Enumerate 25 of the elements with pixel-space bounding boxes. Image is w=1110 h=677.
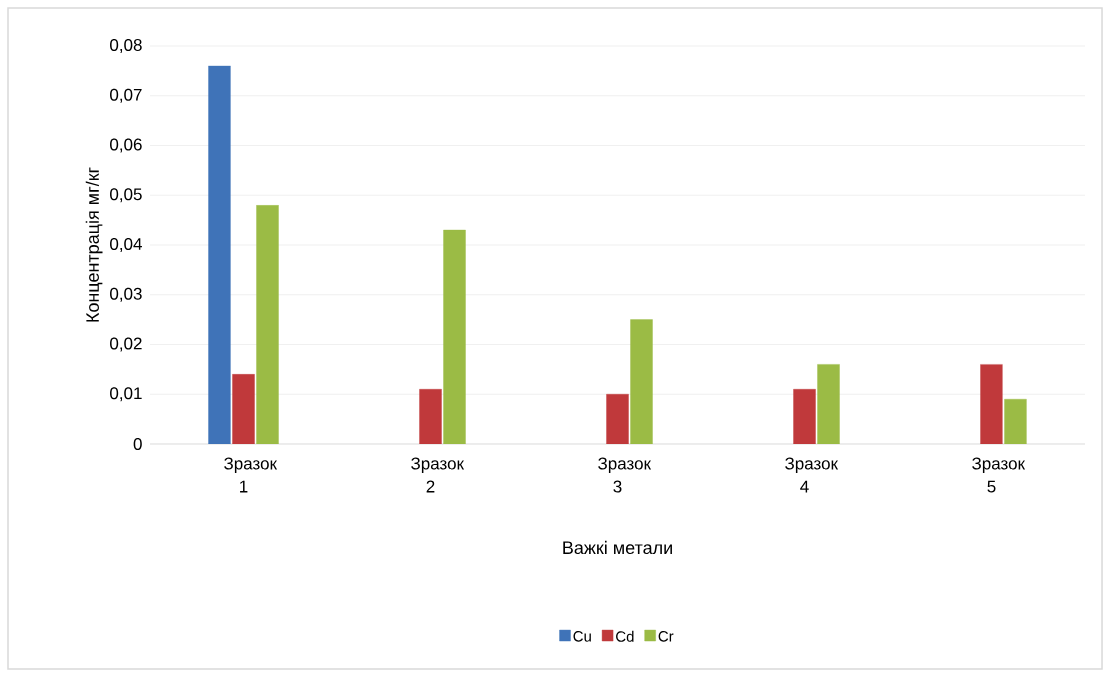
bar	[256, 205, 279, 444]
legend-label: Cd	[616, 630, 634, 642]
y-axis-title: Концентрація мг/кг	[85, 167, 103, 322]
x-tick-label: Зразок 3	[598, 457, 652, 493]
y-tick-label: 0,07	[110, 88, 142, 103]
bar	[630, 319, 653, 444]
y-tick-label: 0,03	[110, 287, 142, 302]
bar	[1004, 399, 1027, 444]
x-tick-label: Зразок 1	[224, 457, 278, 493]
bar	[817, 364, 840, 444]
x-tick-label: Зразок 2	[411, 457, 465, 493]
y-tick-label: 0,04	[110, 237, 142, 253]
y-tick-label: 0,08	[110, 38, 142, 54]
legend-label: Cu	[573, 631, 591, 642]
bar	[443, 229, 466, 444]
y-tick-label: 0	[133, 437, 142, 451]
y-tick-label: 0,02	[110, 337, 142, 352]
y-tick-label: 0,06	[110, 138, 142, 153]
y-tick-label: 0,05	[110, 188, 142, 203]
y-tick-label: 0,01	[110, 387, 142, 402]
legend-label: Cr	[658, 631, 674, 642]
x-tick-label: Зразок 4	[785, 457, 839, 493]
bar	[208, 65, 231, 444]
x-axis-title: Важкі метали	[563, 540, 672, 555]
x-tick-label: Зразок 5	[972, 457, 1026, 493]
